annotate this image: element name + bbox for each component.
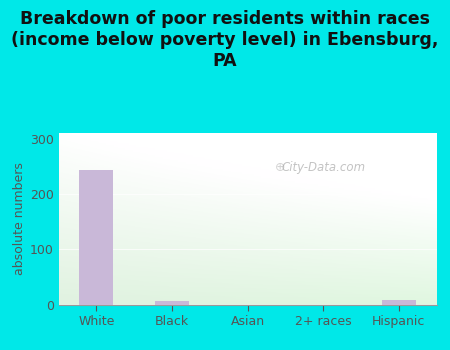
Text: ⊕: ⊕ — [274, 161, 285, 174]
Text: City-Data.com: City-Data.com — [281, 161, 365, 174]
Bar — [79, 170, 113, 304]
Text: Breakdown of poor residents within races
(income below poverty level) in Ebensbu: Breakdown of poor residents within races… — [11, 10, 439, 70]
Y-axis label: absolute numbers: absolute numbers — [13, 162, 26, 275]
Bar — [382, 300, 416, 304]
Bar — [155, 301, 189, 304]
